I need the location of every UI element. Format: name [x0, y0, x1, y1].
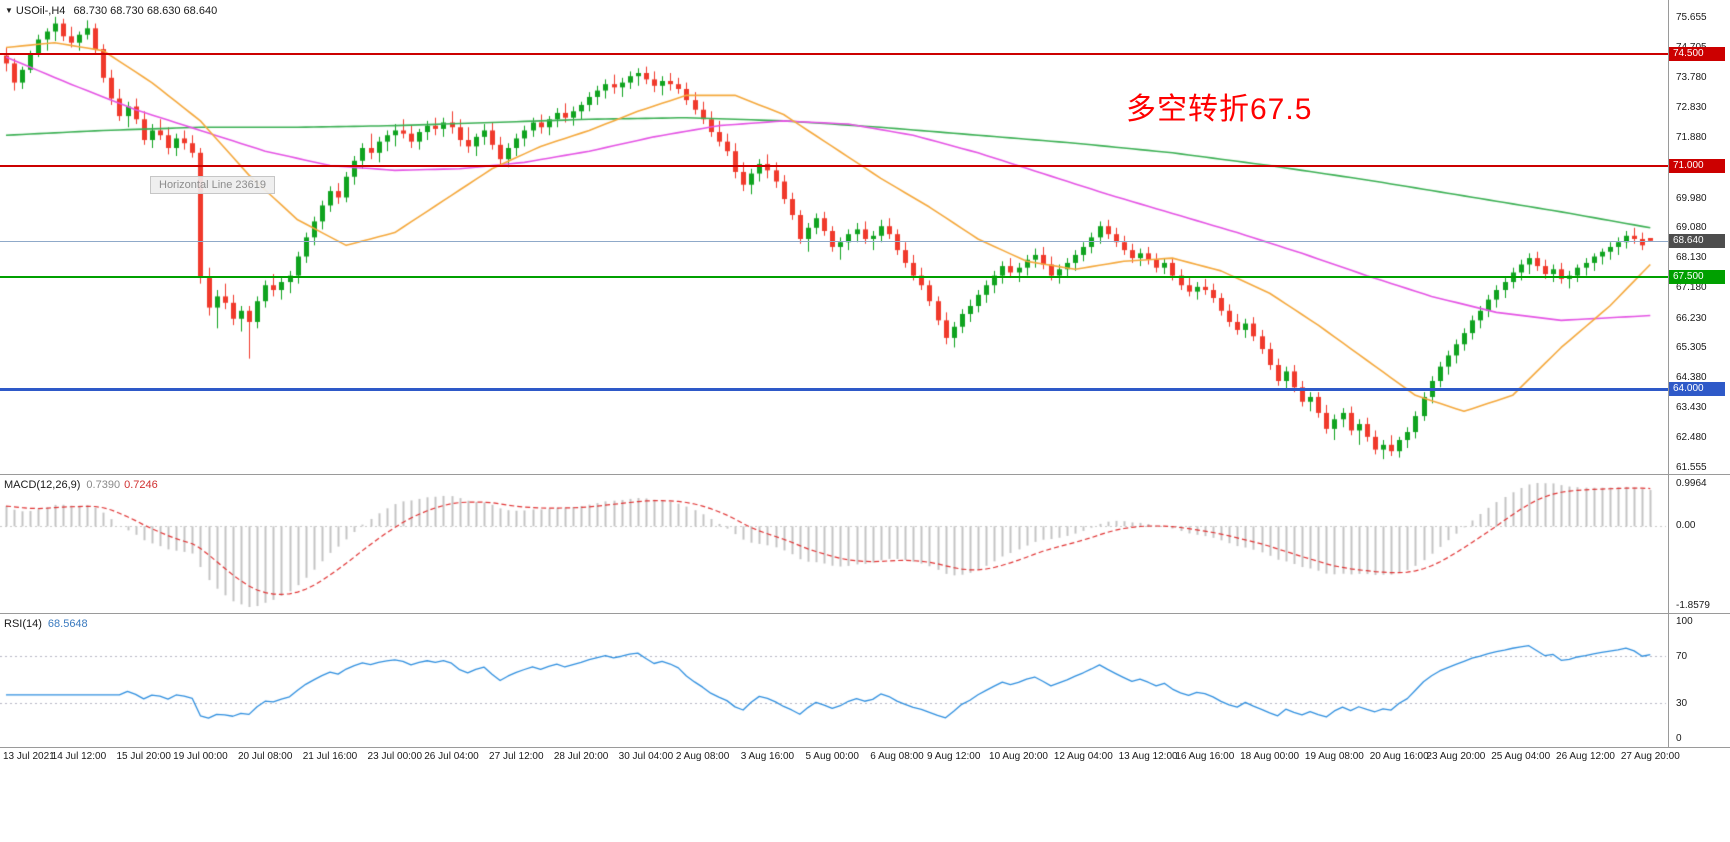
time-axis-label: 21 Jul 16:00	[302, 751, 358, 762]
time-axis-label: 6 Aug 08:00	[870, 751, 924, 762]
price-axis-tick: 71.880	[1676, 132, 1707, 143]
time-axis-label: 20 Aug 16:00	[1369, 751, 1429, 762]
time-axis-label: 23 Jul 00:00	[367, 751, 423, 762]
time-axis-label: 30 Jul 04:00	[618, 751, 674, 762]
panel-divider[interactable]	[0, 474, 1730, 475]
price-badge-64.000: 64.000	[1669, 382, 1725, 396]
price-badge-71.000: 71.000	[1669, 159, 1725, 173]
macd-axis-tick: -1.8579	[1676, 600, 1710, 611]
time-axis-label: 20 Jul 08:00	[237, 751, 293, 762]
time-axis-label: 27 Aug 20:00	[1620, 751, 1680, 762]
macd-signal-value: 0.7246	[124, 479, 158, 491]
price-axis-tick: 61.555	[1676, 462, 1707, 473]
price-axis-tick: 72.830	[1676, 102, 1707, 113]
price-badge-74.500: 74.500	[1669, 47, 1725, 61]
macd-panel-canvas[interactable]	[0, 475, 1668, 613]
current-price-badge: 68.640	[1669, 234, 1725, 248]
price-axis-tick: 73.780	[1676, 72, 1707, 83]
chart-text-annotation[interactable]: 多空转折67.5	[1126, 93, 1313, 126]
rsi-axis-tick: 70	[1676, 651, 1688, 662]
price-axis-tick: 65.305	[1676, 342, 1707, 353]
rsi-panel-canvas[interactable]	[0, 614, 1668, 747]
symbol-title: USOil-,H4	[15, 5, 66, 17]
price-scale-separator	[1668, 0, 1669, 747]
time-axis-label: 16 Aug 16:00	[1175, 751, 1235, 762]
price-axis-tick: 63.430	[1676, 402, 1707, 413]
time-axis-label: 19 Jul 00:00	[173, 751, 228, 762]
rsi-axis-tick: 0	[1676, 733, 1682, 744]
macd-name: MACD(12,26,9)	[4, 479, 81, 491]
symbol-dropdown-icon[interactable]: ▼	[5, 6, 13, 15]
time-axis-label: 19 Aug 08:00	[1304, 751, 1364, 762]
price-axis-tick: 66.230	[1676, 313, 1707, 324]
macd-axis-tick: 0.9964	[1676, 478, 1707, 489]
rsi-name: RSI(14)	[4, 618, 42, 630]
time-axis-label: 9 Aug 12:00	[926, 751, 981, 762]
price-axis-tick: 69.980	[1676, 193, 1707, 204]
price-chart-canvas[interactable]	[0, 0, 1668, 475]
time-axis-label: 12 Aug 04:00	[1053, 751, 1113, 762]
ohlc-readout: 68.730 68.730 68.630 68.640	[73, 5, 218, 17]
price-axis-tick: 69.080	[1676, 222, 1707, 233]
rsi-axis-tick: 30	[1676, 698, 1688, 709]
price-axis-tick: 67.180	[1676, 282, 1707, 293]
time-axis-label: 10 Aug 20:00	[989, 751, 1048, 762]
panel-divider	[0, 747, 1730, 748]
time-axis-label: 15 Jul 20:00	[116, 751, 171, 762]
time-axis-label: 14 Jul 12:00	[51, 751, 107, 762]
hline-71.000[interactable]	[0, 165, 1668, 167]
macd-indicator-label: MACD(12,26,9) 0.7390 0.7246	[4, 479, 158, 491]
time-axis-label: 26 Aug 12:00	[1556, 751, 1615, 762]
price-axis-tick: 75.655	[1676, 12, 1707, 23]
time-axis-label: 28 Jul 20:00	[553, 751, 609, 762]
macd-axis-tick: 0.00	[1676, 520, 1696, 531]
symbol-info: ▼ USOil-,H4 68.730 68.730 68.630 68.640	[5, 5, 217, 17]
hline-67.500[interactable]	[0, 276, 1668, 278]
hline-64.000[interactable]	[0, 388, 1668, 391]
time-axis-label: 26 Jul 04:00	[424, 751, 479, 762]
time-axis-label: 3 Aug 16:00	[740, 751, 795, 762]
panel-divider[interactable]	[0, 613, 1730, 614]
price-axis-tick: 68.130	[1676, 252, 1707, 263]
macd-main-value: 0.7390	[86, 479, 121, 491]
time-axis-label: 5 Aug 00:00	[805, 751, 859, 762]
time-axis-label: 27 Jul 12:00	[489, 751, 544, 762]
time-axis-label: 2 Aug 08:00	[675, 751, 730, 762]
time-axis-label: 23 Aug 20:00	[1426, 751, 1486, 762]
hline-74.500[interactable]	[0, 53, 1668, 55]
rsi-indicator-label: RSI(14) 68.5648	[4, 618, 88, 630]
time-axis-label: 13 Aug 12:00	[1118, 751, 1178, 762]
time-axis-label: 25 Aug 04:00	[1491, 751, 1551, 762]
time-axis-label: 18 Aug 00:00	[1240, 751, 1300, 762]
price-axis-tick: 62.480	[1676, 432, 1707, 443]
rsi-value: 68.5648	[47, 618, 88, 630]
rsi-axis-tick: 100	[1676, 616, 1693, 627]
price-axis-tick: 64.380	[1676, 372, 1707, 383]
price-badge-67.500: 67.500	[1669, 270, 1725, 284]
object-tooltip: Horizontal Line 23619	[150, 176, 276, 194]
time-axis-label: 13 Jul 2021	[3, 751, 55, 762]
current-price-line[interactable]	[0, 241, 1668, 242]
